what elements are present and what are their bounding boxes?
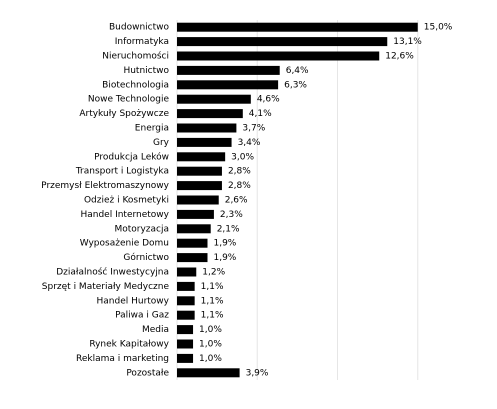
bar (177, 109, 243, 119)
y-tick-label: Przemysł Elektromaszynowy (41, 181, 169, 191)
value-label: 1,1% (201, 296, 224, 306)
y-tick-label: Motoryzacja (114, 224, 169, 234)
y-tick-label: Handel Internetowy (80, 210, 169, 220)
value-label: 1,9% (213, 239, 236, 249)
bar (177, 123, 237, 133)
value-label: 3,9% (246, 368, 269, 378)
y-tick-label: Artykuły Spożywcze (79, 109, 169, 119)
y-tick-label: Nieruchomości (102, 51, 169, 62)
bar (177, 310, 195, 320)
bar (177, 51, 380, 61)
y-tick-label: Gry (153, 138, 170, 148)
y-tick-label: Sprzęt i Materiały Medyczne (42, 282, 170, 292)
value-label: 2,1% (217, 224, 240, 234)
y-tick-label: Pozostałe (126, 368, 169, 378)
value-label: 15,0% (424, 23, 453, 33)
bar (177, 281, 195, 291)
bar (177, 22, 418, 32)
value-label: 13,1% (393, 37, 422, 47)
y-tick-label: Rynek Kapitałowy (89, 340, 169, 350)
bar (177, 238, 208, 248)
value-label: 1,9% (213, 253, 236, 263)
y-tick-label: Reklama i marketing (76, 354, 169, 364)
bar (177, 325, 194, 335)
bar (177, 296, 195, 306)
bar (177, 195, 219, 205)
y-tick-label: Działalność Inwestycyjna (56, 267, 169, 278)
bar (177, 80, 279, 90)
bar (177, 267, 197, 277)
y-tick-label: Energia (135, 124, 169, 134)
y-tick-label: Handel Hurtowy (97, 296, 170, 306)
value-label: 12,6% (385, 52, 414, 62)
y-tick-label: Transport i Logistyka (75, 167, 169, 177)
bar (177, 224, 211, 234)
y-tick-label: Górnictwo (123, 252, 169, 263)
bar (177, 137, 232, 147)
value-label: 6,4% (286, 66, 309, 76)
value-label: 6,3% (284, 80, 307, 90)
y-tick-label: Produkcja Leków (94, 151, 169, 162)
bar (177, 166, 222, 176)
value-label: 2,6% (225, 196, 248, 206)
bar (177, 37, 388, 47)
y-tick-label: Odzież i Kosmetyki (84, 196, 169, 206)
bar (177, 65, 280, 75)
y-tick-label: Hutnictwo (123, 66, 169, 76)
bar (177, 353, 194, 363)
y-tick-label: Budownictwo (109, 23, 170, 33)
value-label: 4,1% (249, 109, 272, 119)
bar (177, 339, 194, 349)
y-tick-label: Wyposażenie Domu (80, 239, 169, 249)
value-label: 1,0% (199, 325, 222, 335)
value-label: 3,7% (242, 124, 265, 134)
value-label: 1,0% (199, 354, 222, 364)
y-tick-label: Nowe Technologie (88, 95, 170, 105)
y-tick-label: Media (142, 325, 169, 335)
y-tick-label: Informatyka (115, 37, 169, 47)
value-label: 1,0% (199, 340, 222, 350)
bar (177, 209, 214, 219)
bar (177, 181, 222, 191)
value-label: 1,1% (201, 311, 224, 321)
bar (177, 253, 208, 263)
value-label: 2,8% (228, 167, 251, 177)
bar (177, 152, 226, 162)
value-label: 3,4% (238, 138, 261, 148)
bar (177, 94, 251, 104)
value-label: 1,1% (201, 282, 224, 292)
y-tick-label: Paliwa i Gaz (115, 311, 169, 321)
y-tick-label: Biotechnologia (102, 80, 169, 90)
value-label: 2,8% (228, 181, 251, 191)
bar (177, 368, 240, 378)
value-label: 1,2% (202, 268, 225, 278)
value-label: 3,0% (231, 152, 254, 162)
value-label: 4,6% (257, 95, 280, 105)
value-label: 2,3% (220, 210, 243, 220)
